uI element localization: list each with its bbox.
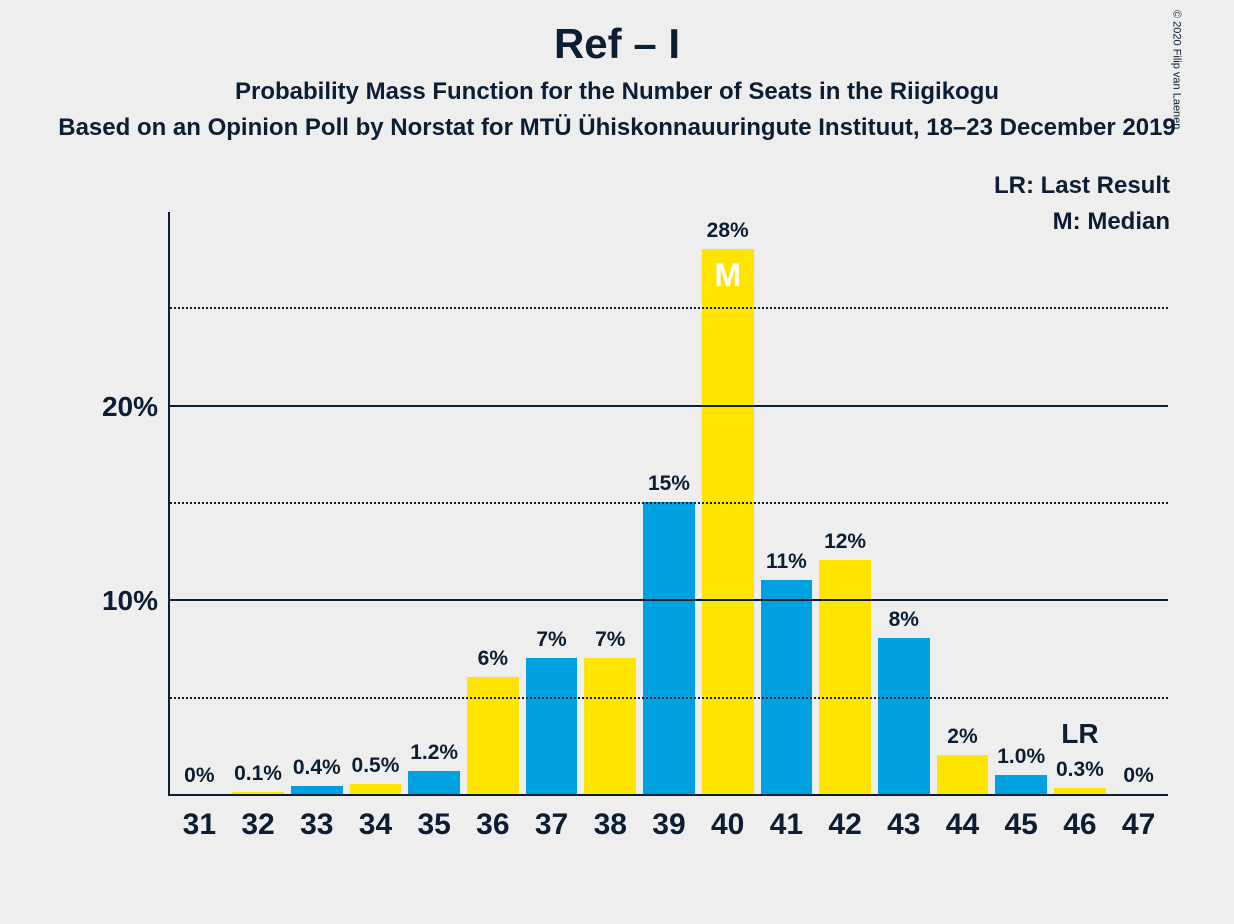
bar: 28%M — [702, 249, 754, 794]
bar-value-label: 2% — [947, 725, 977, 755]
chart-source: Based on an Opinion Poll by Norstat for … — [0, 106, 1234, 142]
last-result-marker: LR — [1061, 718, 1098, 750]
x-tick-label: 41 — [770, 794, 803, 842]
bar-value-label: 7% — [536, 628, 566, 658]
bar-value-label: 0% — [184, 764, 214, 794]
bar: 7% — [584, 658, 636, 794]
gridline-minor — [170, 307, 1168, 309]
x-tick-label: 45 — [1005, 794, 1038, 842]
bar-value-label: 7% — [595, 628, 625, 658]
gridline-major — [170, 599, 1168, 601]
x-tick-label: 32 — [241, 794, 274, 842]
chart-title: Ref – I — [46, 0, 1188, 68]
bar-value-label: 1.2% — [410, 741, 458, 771]
bar-value-label: 0.4% — [293, 756, 341, 786]
bar-value-label: 12% — [824, 530, 866, 560]
x-tick-label: 35 — [417, 794, 450, 842]
bar-value-label: 0.3% — [1056, 758, 1104, 788]
x-tick-label: 31 — [183, 794, 216, 842]
y-tick-label: 10% — [102, 585, 158, 617]
x-tick-label: 43 — [887, 794, 920, 842]
x-tick-label: 34 — [359, 794, 392, 842]
x-tick-label: 44 — [946, 794, 979, 842]
chart-subtitle: Probability Mass Function for the Number… — [46, 68, 1188, 106]
legend-lr: LR: Last Result — [994, 168, 1170, 204]
bar-value-label: 1.0% — [997, 745, 1045, 775]
bar: 11% — [761, 580, 813, 794]
x-tick-label: 42 — [828, 794, 861, 842]
gridline-major — [170, 405, 1168, 407]
bar: 6% — [467, 677, 519, 794]
x-tick-label: 46 — [1063, 794, 1096, 842]
bar-value-label: 8% — [889, 608, 919, 638]
x-tick-label: 33 — [300, 794, 333, 842]
bar-value-label: 28% — [707, 219, 749, 249]
x-tick-label: 36 — [476, 794, 509, 842]
y-tick-label: 20% — [102, 391, 158, 423]
bar: 1.2% — [408, 771, 460, 794]
bar-value-label: 6% — [478, 647, 508, 677]
bar: 0.4% — [291, 786, 343, 794]
gridline-minor — [170, 502, 1168, 504]
x-tick-label: 47 — [1122, 794, 1155, 842]
x-tick-label: 38 — [594, 794, 627, 842]
chart-container: © 2020 Filip van Laenen Ref – I Probabil… — [46, 0, 1188, 924]
gridline-minor — [170, 697, 1168, 699]
bar-value-label: 0% — [1123, 764, 1153, 794]
bar: 2% — [937, 755, 989, 794]
bar-value-label: 0.5% — [352, 754, 400, 784]
median-marker: M — [714, 257, 741, 294]
plot-area: 0%310.1%320.4%330.5%341.2%356%367%377%38… — [168, 212, 1168, 796]
titles: Ref – I Probability Mass Function for th… — [46, 0, 1188, 142]
copyright-text: © 2020 Filip van Laenen — [1170, 10, 1182, 129]
bar-value-label: 15% — [648, 472, 690, 502]
bar: 0.5% — [350, 784, 402, 794]
bar: 1.0% — [995, 775, 1047, 794]
x-tick-label: 40 — [711, 794, 744, 842]
x-tick-label: 39 — [652, 794, 685, 842]
bar: 15% — [643, 502, 695, 794]
bar: 12% — [819, 560, 871, 794]
x-tick-label: 37 — [535, 794, 568, 842]
bar: 8% — [878, 638, 930, 794]
bar-value-label: 0.1% — [234, 762, 282, 792]
bar: 7% — [526, 658, 578, 794]
bar-value-label: 11% — [766, 550, 807, 580]
